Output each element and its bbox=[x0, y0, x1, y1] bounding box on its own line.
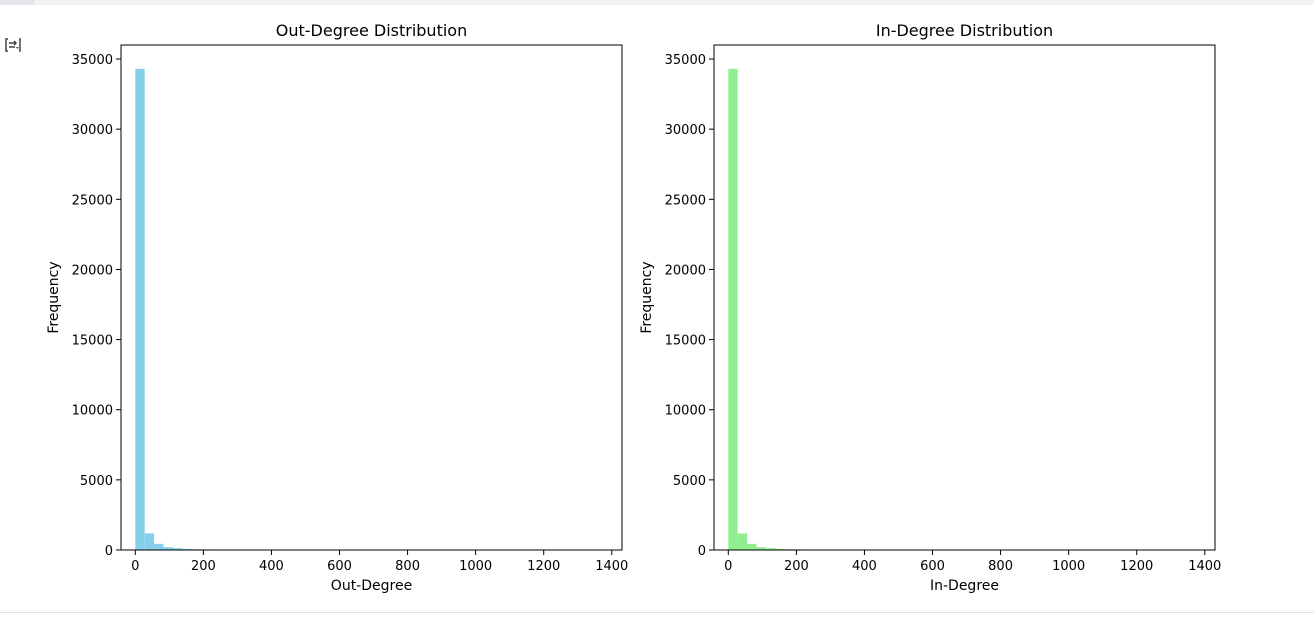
histogram-bar bbox=[737, 533, 748, 550]
x-tick-label: 200 bbox=[191, 559, 216, 574]
y-tick-label: 20000 bbox=[72, 263, 113, 278]
x-axis-label: In-Degree bbox=[930, 578, 999, 594]
y-tick-label: 30000 bbox=[72, 123, 113, 138]
x-tick-label: 400 bbox=[259, 559, 284, 574]
y-tick-label: 15000 bbox=[72, 334, 113, 349]
output-toggle-icon bbox=[5, 38, 21, 52]
y-axis-label: Frequency bbox=[46, 261, 62, 333]
histogram-bar bbox=[756, 547, 766, 550]
x-tick-label: 1400 bbox=[595, 559, 628, 574]
histogram-bar bbox=[747, 543, 757, 550]
y-tick-label: 10000 bbox=[665, 404, 706, 419]
y-tick-label: 5000 bbox=[673, 474, 706, 489]
histogram-bar bbox=[182, 548, 192, 550]
x-tick-label: 1000 bbox=[459, 559, 492, 574]
x-tick-label: 1200 bbox=[1120, 559, 1153, 574]
y-tick-label: 0 bbox=[698, 544, 706, 559]
x-tick-label: 600 bbox=[327, 559, 352, 574]
plot-frame bbox=[120, 44, 623, 551]
y-tick-label: 25000 bbox=[665, 193, 706, 208]
chart-title: In-Degree Distribution bbox=[876, 21, 1053, 40]
x-tick-label: 600 bbox=[920, 559, 945, 574]
y-tick-label: 35000 bbox=[72, 53, 113, 68]
x-tick-label: 400 bbox=[852, 559, 877, 574]
y-tick-label: 20000 bbox=[665, 263, 706, 278]
histogram-bar bbox=[144, 533, 155, 550]
y-tick-label: 0 bbox=[105, 544, 113, 559]
y-tick-label: 35000 bbox=[665, 53, 706, 68]
x-tick-label: 1400 bbox=[1188, 559, 1221, 574]
histogram-bars bbox=[135, 68, 605, 550]
cell-top-strip bbox=[0, 0, 1314, 5]
y-tick-label: 10000 bbox=[72, 404, 113, 419]
x-tick-label: 0 bbox=[131, 559, 139, 574]
y-tick-label: 25000 bbox=[72, 193, 113, 208]
cell-bottom-border bbox=[0, 612, 1314, 613]
out-degree-histogram: Out-Degree Distribution Out-Degree Frequ… bbox=[46, 21, 628, 594]
histogram-bar bbox=[135, 68, 145, 550]
chart-title: Out-Degree Distribution bbox=[276, 21, 467, 40]
x-tick-label: 800 bbox=[988, 559, 1013, 574]
y-tick-label: 15000 bbox=[665, 334, 706, 349]
histogram-bar bbox=[765, 548, 776, 550]
histogram-bar bbox=[163, 547, 173, 550]
y-tick-label: 5000 bbox=[80, 474, 113, 489]
output-toggle-button[interactable] bbox=[2, 34, 24, 56]
histogram-bars bbox=[728, 68, 1198, 550]
x-tick-label: 0 bbox=[724, 559, 732, 574]
histogram-bar bbox=[728, 68, 738, 550]
histogram-bar bbox=[172, 548, 183, 550]
x-tick-label: 1200 bbox=[527, 559, 560, 574]
y-axis-label: Frequency bbox=[639, 261, 655, 333]
x-tick-label: 200 bbox=[784, 559, 809, 574]
plot-frame bbox=[713, 44, 1216, 551]
in-degree-histogram: In-Degree Distribution In-Degree Frequen… bbox=[639, 21, 1221, 594]
y-tick-label: 30000 bbox=[665, 123, 706, 138]
x-axis-label: Out-Degree bbox=[331, 578, 412, 594]
histogram-bar bbox=[154, 543, 164, 550]
cell-top-strip-tab bbox=[0, 0, 34, 5]
x-tick-label: 800 bbox=[395, 559, 420, 574]
histogram-bar bbox=[775, 548, 785, 550]
x-tick-label: 1000 bbox=[1052, 559, 1085, 574]
